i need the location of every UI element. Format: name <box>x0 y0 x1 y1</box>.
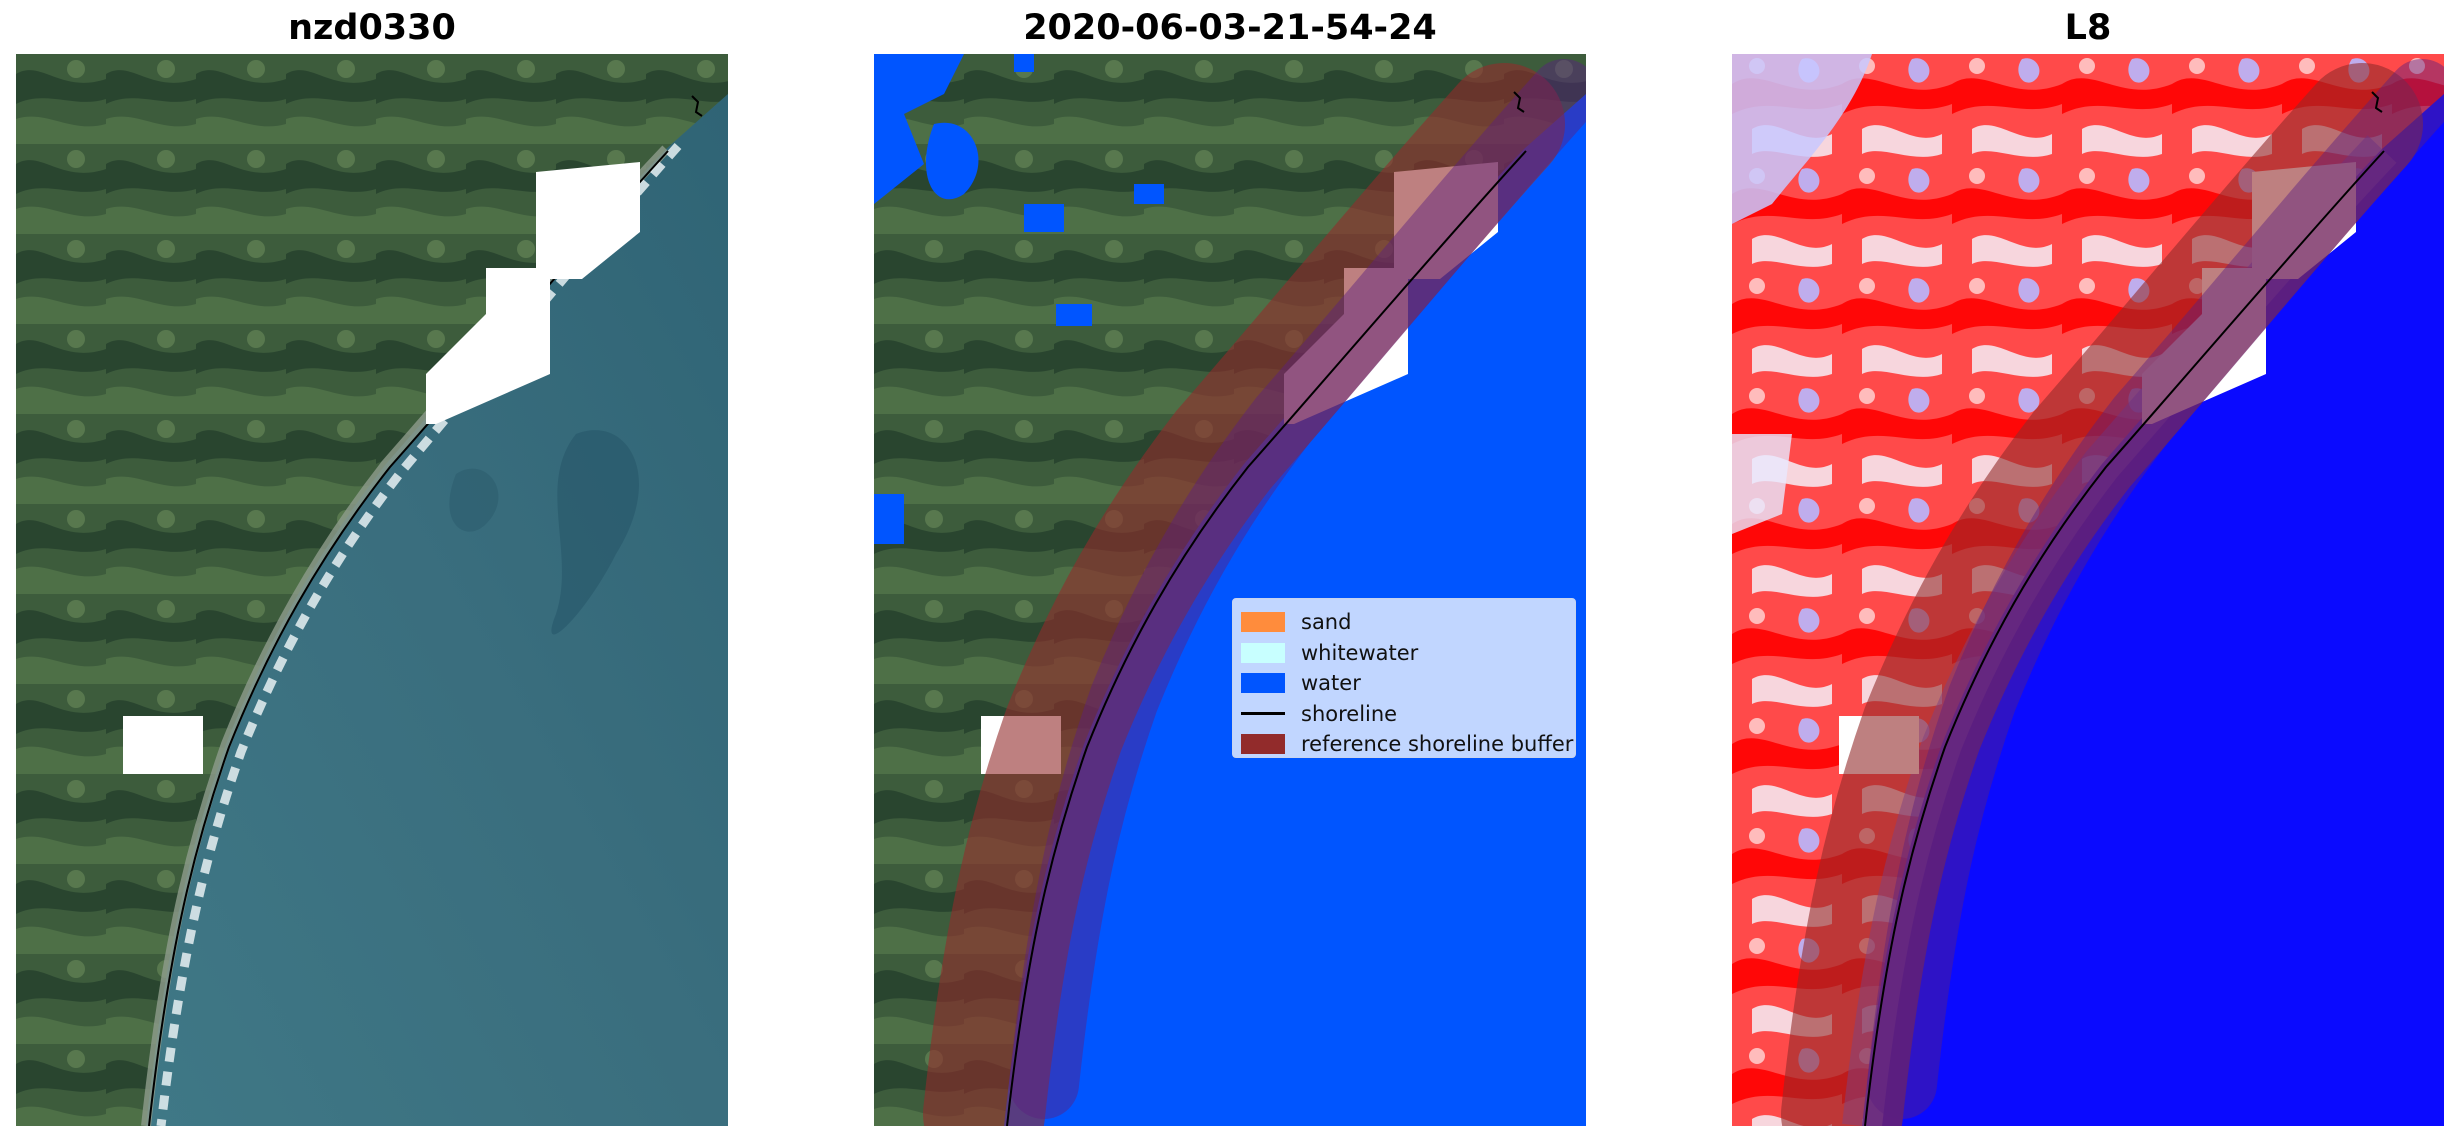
panel-title-classified: 2020-06-03-21-54-24 <box>1023 8 1437 48</box>
rgb-image <box>16 54 728 1126</box>
index-image <box>1732 54 2444 1126</box>
legend-item-shoreline: shoreline <box>1241 699 1567 730</box>
index-image-panel <box>1732 54 2444 1126</box>
legend-swatch-shoreline <box>1241 712 1285 716</box>
legend-swatch-buffer <box>1241 734 1285 755</box>
legend-item-sand: sand <box>1241 607 1567 638</box>
legend-label-buffer: reference shoreline buffer <box>1301 732 1574 757</box>
legend-item-whitewater: whitewater <box>1241 638 1567 669</box>
panel-title-rgb: nzd0330 <box>288 8 456 48</box>
legend-label-water: water <box>1301 671 1361 696</box>
legend-label-shoreline: shoreline <box>1301 701 1398 726</box>
legend: sand whitewater water shoreline referenc… <box>1232 598 1576 758</box>
legend-item-water: water <box>1241 668 1567 699</box>
classified-image-panel <box>874 54 1586 1126</box>
legend-label-whitewater: whitewater <box>1301 640 1419 665</box>
legend-label-sand: sand <box>1301 610 1352 635</box>
legend-swatch-whitewater <box>1241 642 1285 663</box>
rgb-image-panel <box>16 54 728 1126</box>
legend-item-buffer: reference shoreline buffer <box>1241 729 1573 760</box>
panel-title-index: L8 <box>2064 8 2112 48</box>
legend-swatch-water <box>1241 673 1285 694</box>
legend-swatch-sand <box>1241 612 1285 633</box>
classified-image <box>874 54 1586 1126</box>
